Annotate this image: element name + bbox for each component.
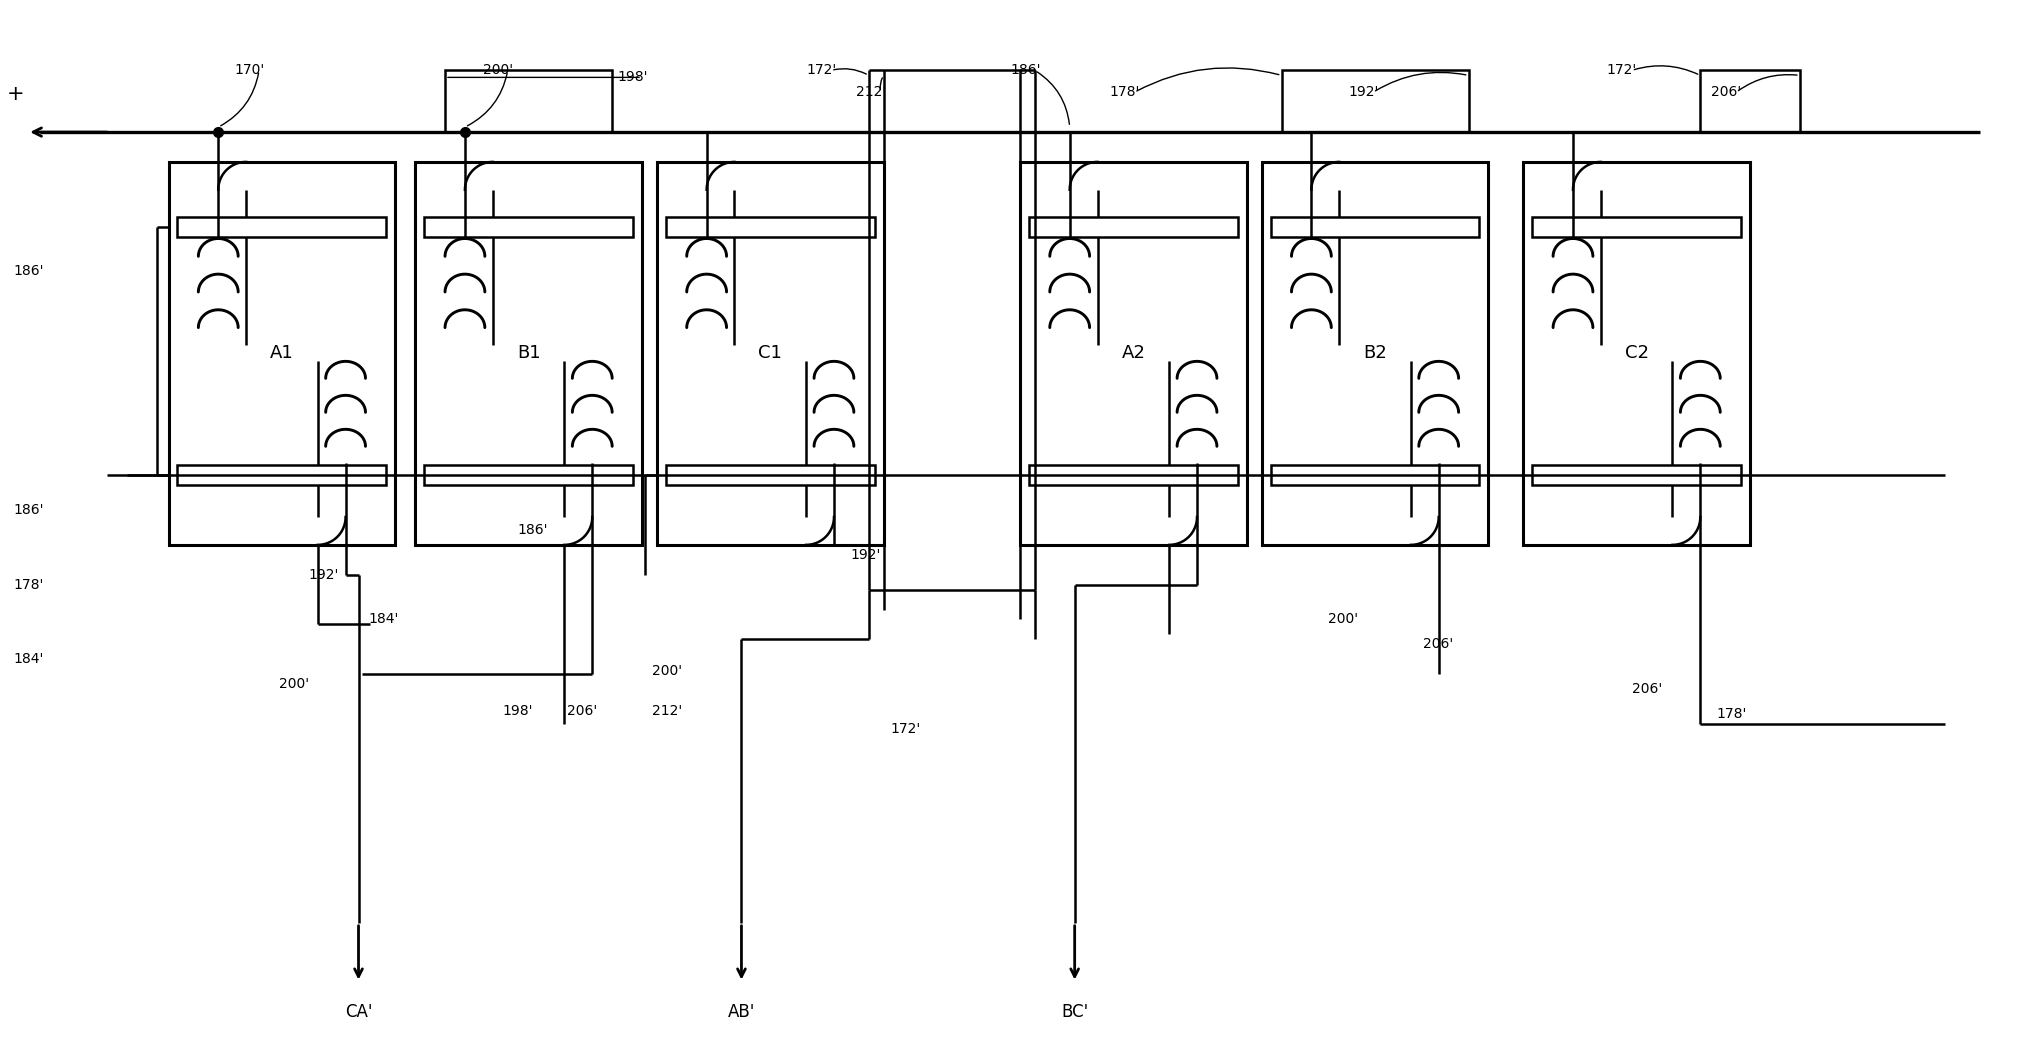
Text: C2: C2 (1624, 344, 1648, 362)
Text: 186': 186' (14, 503, 45, 517)
Text: BC': BC' (1061, 1004, 1087, 1021)
Text: +: + (6, 84, 24, 104)
Text: 172': 172' (806, 63, 836, 77)
Text: 178': 178' (1110, 85, 1140, 99)
Text: CA': CA' (344, 1004, 373, 1021)
Bar (666, 465, 875, 486)
Text: A1: A1 (269, 344, 294, 362)
Text: 172': 172' (891, 722, 921, 736)
Bar (415, 162, 642, 545)
Bar (178, 216, 387, 236)
Bar (423, 216, 634, 236)
Text: 178': 178' (14, 577, 45, 592)
Text: 200': 200' (279, 677, 310, 692)
Text: AB': AB' (727, 1004, 755, 1021)
Text: 206': 206' (1632, 682, 1663, 696)
Text: C1: C1 (759, 344, 782, 362)
Text: 186': 186' (518, 523, 549, 537)
Text: 184': 184' (369, 613, 399, 626)
Text: 206': 206' (567, 704, 597, 718)
Text: 206': 206' (1711, 85, 1742, 99)
Bar (1533, 216, 1742, 236)
Bar (666, 216, 875, 236)
Bar (1701, 71, 1800, 132)
Bar (1523, 162, 1750, 545)
Text: 212': 212' (857, 85, 887, 99)
Bar (178, 465, 387, 486)
Bar (446, 71, 612, 132)
Text: 200': 200' (1328, 613, 1359, 626)
Text: 172': 172' (1606, 63, 1636, 77)
Text: 192': 192' (308, 568, 338, 581)
Text: 200': 200' (652, 665, 682, 678)
Bar (1029, 465, 1237, 486)
Text: B1: B1 (516, 344, 541, 362)
Bar (656, 162, 883, 545)
Text: 198': 198' (618, 71, 648, 84)
Text: 186': 186' (14, 264, 45, 279)
Text: 200': 200' (482, 63, 512, 77)
Text: 192': 192' (850, 548, 881, 562)
Text: 184': 184' (14, 652, 45, 667)
Bar (1262, 162, 1488, 545)
Text: 186': 186' (1010, 63, 1041, 77)
Text: A2: A2 (1122, 344, 1146, 362)
Text: 212': 212' (652, 704, 682, 718)
Bar (1533, 465, 1742, 486)
Bar (1270, 465, 1480, 486)
Bar (423, 465, 634, 486)
Text: B2: B2 (1363, 344, 1387, 362)
Text: 170': 170' (235, 63, 265, 77)
Bar (168, 162, 395, 545)
Text: 198': 198' (502, 704, 533, 718)
Bar (1282, 71, 1468, 132)
Bar (1029, 216, 1237, 236)
Text: 178': 178' (1717, 707, 1748, 721)
Bar (1021, 162, 1247, 545)
Bar (1270, 216, 1480, 236)
Text: 206': 206' (1424, 638, 1454, 651)
Text: 192': 192' (1349, 85, 1379, 99)
